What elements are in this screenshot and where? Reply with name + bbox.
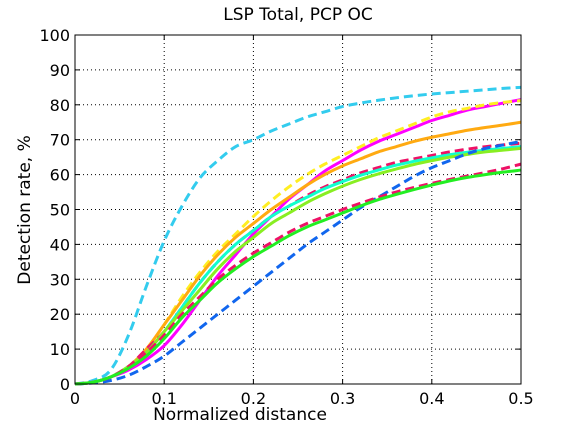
series-line-9 bbox=[74, 162, 522, 386]
series-line-4 bbox=[74, 120, 522, 386]
series-line-1 bbox=[74, 85, 522, 386]
x-tick-label: 0.1 bbox=[151, 389, 176, 408]
series-line-10 bbox=[74, 168, 522, 386]
y-axis-label: Detection rate, % bbox=[15, 135, 35, 284]
x-tick-label: 0.2 bbox=[241, 389, 266, 408]
series-line-2 bbox=[74, 98, 522, 386]
x-axis-label: Normalized distance bbox=[153, 405, 327, 425]
y-tick-label: 30 bbox=[50, 270, 70, 289]
y-tick-label: 10 bbox=[50, 340, 70, 359]
x-tick-label: 0.3 bbox=[330, 389, 355, 408]
y-tick-label: 40 bbox=[50, 235, 70, 254]
y-tick-label: 20 bbox=[50, 305, 70, 324]
series-line-8 bbox=[74, 139, 522, 386]
x-tick-label: 0.5 bbox=[508, 389, 533, 408]
y-tick-label: 50 bbox=[50, 201, 70, 220]
x-tick-label: 0.4 bbox=[419, 389, 444, 408]
series-group bbox=[74, 85, 522, 386]
series-line-3 bbox=[74, 99, 522, 386]
grid-lines bbox=[75, 35, 521, 384]
x-tick-label: 0 bbox=[70, 389, 80, 408]
y-tick-label: 80 bbox=[50, 96, 70, 115]
y-tick-label: 90 bbox=[50, 61, 70, 80]
series-line-7 bbox=[74, 146, 522, 386]
y-tick-label: 100 bbox=[39, 26, 70, 45]
plot-frame bbox=[74, 34, 522, 385]
y-tick-label: 60 bbox=[50, 166, 70, 185]
y-tick-label: 70 bbox=[50, 131, 70, 150]
chart-title: LSP Total, PCP OC bbox=[223, 5, 372, 25]
axis-ticks: 0 0.1 0.2 0.3 0.4 0.5 0 10 20 30 40 50 60 70 80 90 100 bbox=[39, 26, 533, 408]
y-tick-label: 0 bbox=[60, 375, 70, 394]
